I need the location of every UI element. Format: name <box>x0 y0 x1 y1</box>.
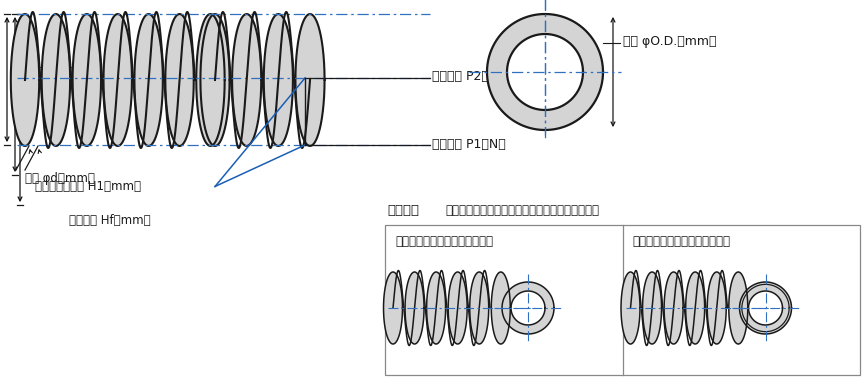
Text: ＊研削の有無は、ばねサイズにより異なります。: ＊研削の有無は、ばねサイズにより異なります。 <box>445 204 599 217</box>
Polygon shape <box>296 14 324 146</box>
Polygon shape <box>708 272 727 344</box>
Polygon shape <box>42 14 70 146</box>
Polygon shape <box>264 14 293 146</box>
Polygon shape <box>686 272 705 344</box>
Polygon shape <box>196 14 225 146</box>
Polygon shape <box>104 14 132 146</box>
Text: 許容荷重時高さ: 許容荷重時高さ <box>35 66 84 79</box>
Text: 基準荷重 P1（N）: 基準荷重 P1（N） <box>432 138 506 150</box>
Polygon shape <box>643 272 662 344</box>
Polygon shape <box>502 282 554 334</box>
Text: 外径 φO.D.（mm）: 外径 φO.D.（mm） <box>623 35 716 49</box>
Polygon shape <box>664 272 683 344</box>
Text: 端末形状: 端末形状 <box>387 204 419 217</box>
Polygon shape <box>165 14 194 146</box>
Polygon shape <box>134 14 163 146</box>
Text: クローズド・エンド　研削無し: クローズド・エンド 研削無し <box>395 235 493 248</box>
Polygon shape <box>405 272 424 344</box>
Polygon shape <box>73 14 101 146</box>
Polygon shape <box>507 34 583 110</box>
Polygon shape <box>487 14 603 130</box>
Polygon shape <box>448 272 467 344</box>
Polygon shape <box>729 272 747 344</box>
Polygon shape <box>511 291 545 325</box>
Text: クローズド・エンド　研削有り: クローズド・エンド 研削有り <box>632 235 731 248</box>
Text: 線径 φd（mm）: 線径 φd（mm） <box>25 172 95 185</box>
Polygon shape <box>491 272 510 344</box>
Polygon shape <box>201 14 229 146</box>
Polygon shape <box>232 14 261 146</box>
Polygon shape <box>621 272 640 344</box>
Bar <box>385 225 860 375</box>
Polygon shape <box>383 272 402 344</box>
Text: H2（mm）: H2（mm） <box>35 80 88 93</box>
Polygon shape <box>10 14 39 146</box>
Polygon shape <box>470 272 489 344</box>
Text: 基準荷重時高さ H1（mm）: 基準荷重時高さ H1（mm） <box>35 180 141 193</box>
Text: 自由高さ Hf（mm）: 自由高さ Hf（mm） <box>69 214 151 226</box>
Polygon shape <box>740 282 791 334</box>
Polygon shape <box>748 291 783 325</box>
Polygon shape <box>426 272 445 344</box>
Text: 許容荷重 P2（N）: 許容荷重 P2（N） <box>432 71 506 84</box>
